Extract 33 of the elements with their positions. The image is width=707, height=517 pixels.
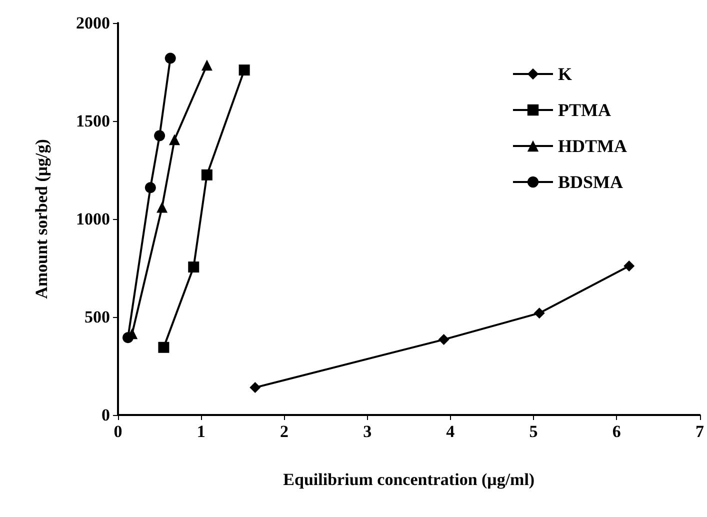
point [201, 169, 212, 180]
point [164, 52, 176, 64]
y-tick-label: 0 [102, 406, 110, 424]
point [156, 202, 168, 213]
legend-label: BDSMA [558, 172, 624, 192]
point [624, 260, 635, 272]
x-tick-label: 5 [529, 422, 538, 441]
x-tick-label: 4 [446, 422, 456, 441]
point [154, 130, 166, 142]
point [158, 342, 170, 353]
x-tick-label: 1 [196, 422, 206, 441]
point [438, 334, 450, 346]
point [144, 182, 156, 194]
x-axis-title: Equilibrium concentration (μg/ml) [283, 470, 535, 489]
x-tick-label: 6 [612, 422, 621, 441]
point [201, 60, 212, 71]
y-tick-label: 1500 [76, 112, 110, 130]
point [250, 382, 261, 394]
x-tick-label: 0 [114, 422, 122, 441]
legend-label: PTMA [558, 100, 612, 120]
y-tick-label: 1000 [76, 210, 110, 228]
x-tick-label: 3 [363, 422, 372, 441]
point [238, 64, 250, 76]
point [169, 134, 180, 146]
x-tick-label: 2 [280, 422, 288, 441]
y-tick-label: 2000 [76, 14, 110, 32]
y-tick-label: 500 [84, 308, 110, 326]
legend-label: HDTMA [558, 136, 628, 156]
point [188, 262, 200, 273]
y-axis-title: Amount sorbed (μg/g) [32, 139, 51, 299]
point [534, 308, 545, 319]
legend-label: K [558, 64, 572, 84]
x-tick-label: 7 [696, 422, 704, 441]
